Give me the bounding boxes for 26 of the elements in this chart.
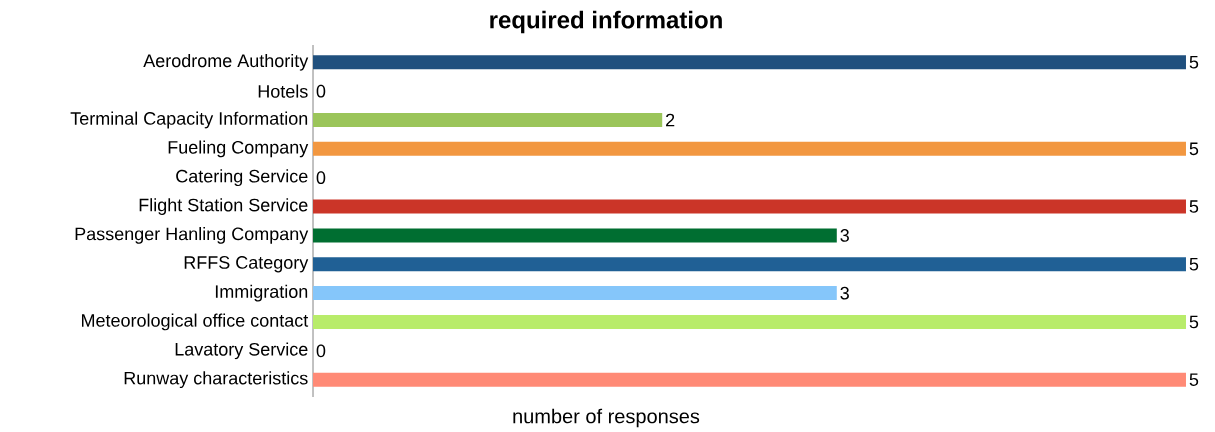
y-tick-label: Terminal Capacity Information	[70, 111, 308, 129]
data-label: 0	[316, 171, 326, 185]
y-tick-label: Lavatory Service	[175, 342, 308, 360]
data-label: 5	[1189, 142, 1199, 156]
y-tick-label: Immigration	[215, 284, 308, 302]
data-label: 3	[840, 229, 849, 242]
y-tick-label: Hotels	[258, 84, 308, 98]
data-label: 2	[666, 113, 675, 127]
y-tick-label: Flight Station Service	[139, 198, 308, 215]
x-axis-title: number of responses	[513, 408, 700, 428]
data-label: 5	[1189, 315, 1199, 329]
y-tick-label: Aerodrome Authority	[143, 53, 309, 71]
data-label: 5	[1189, 56, 1199, 69]
data-label: 3	[840, 286, 849, 300]
y-tick-label: Fueling Company	[168, 140, 309, 158]
chart-title: required information	[490, 10, 722, 34]
data-label: 5	[1189, 200, 1199, 213]
y-tick-label: Runway characteristics	[124, 371, 308, 389]
y-tick-label: RFFS Category	[184, 256, 309, 273]
data-label: 5	[1189, 258, 1199, 271]
data-label: 0	[316, 84, 326, 98]
y-tick-label: Meteorological office contact	[81, 313, 309, 331]
y-tick-label: Passenger Hanling Company	[75, 227, 309, 244]
data-label: 0	[316, 344, 326, 358]
y-tick-label: Catering Service	[176, 169, 308, 187]
data-label: 5	[1189, 373, 1199, 386]
